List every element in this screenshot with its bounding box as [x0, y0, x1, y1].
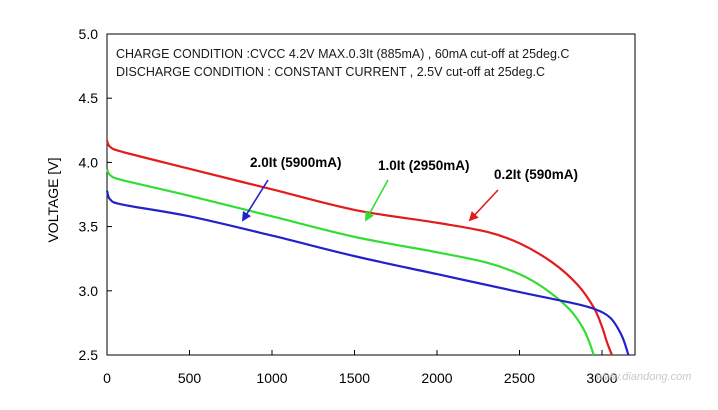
y-tick-label: 4.0: [79, 154, 99, 170]
series-label-2.0it: 2.0It (5900mA): [250, 155, 342, 170]
series-line-1: [105, 168, 595, 356]
series-label-0.2it: 0.2It (590mA): [494, 167, 578, 182]
x-tick-label: 0: [103, 370, 111, 386]
x-tick-label: 1500: [339, 370, 370, 386]
series-line-0: [105, 140, 613, 356]
charge-condition-annotation: CHARGE CONDITION :CVCC 4.2V MAX.0.3It (8…: [116, 47, 569, 61]
x-tick-label: 1000: [256, 370, 287, 386]
y-tick-label: 3.0: [79, 283, 99, 299]
x-tick-label: 2000: [421, 370, 452, 386]
x-tick-label: 2500: [504, 370, 535, 386]
x-tick-label: 3000: [586, 370, 617, 386]
y-tick-label: 5.0: [79, 26, 99, 42]
x-tick-label: 500: [178, 370, 202, 386]
y-axis-title: VOLTAGE [V]: [45, 157, 61, 242]
series-label-1.0it: 1.0It (2950mA): [378, 158, 470, 173]
y-tick-label: 3.5: [79, 219, 99, 235]
pointer-arrow-1: [365, 179, 389, 222]
watermark-text: www.diandong.com: [596, 371, 691, 383]
discharge-condition-annotation: DISCHARGE CONDITION : CONSTANT CURRENT ,…: [116, 65, 545, 79]
series-line-2: [105, 190, 630, 356]
y-tick-label: 2.5: [79, 347, 99, 363]
pointer-arrow-2: [241, 179, 269, 222]
y-tick-label: 4.5: [79, 90, 99, 106]
pointer-arrow-0: [468, 189, 499, 222]
